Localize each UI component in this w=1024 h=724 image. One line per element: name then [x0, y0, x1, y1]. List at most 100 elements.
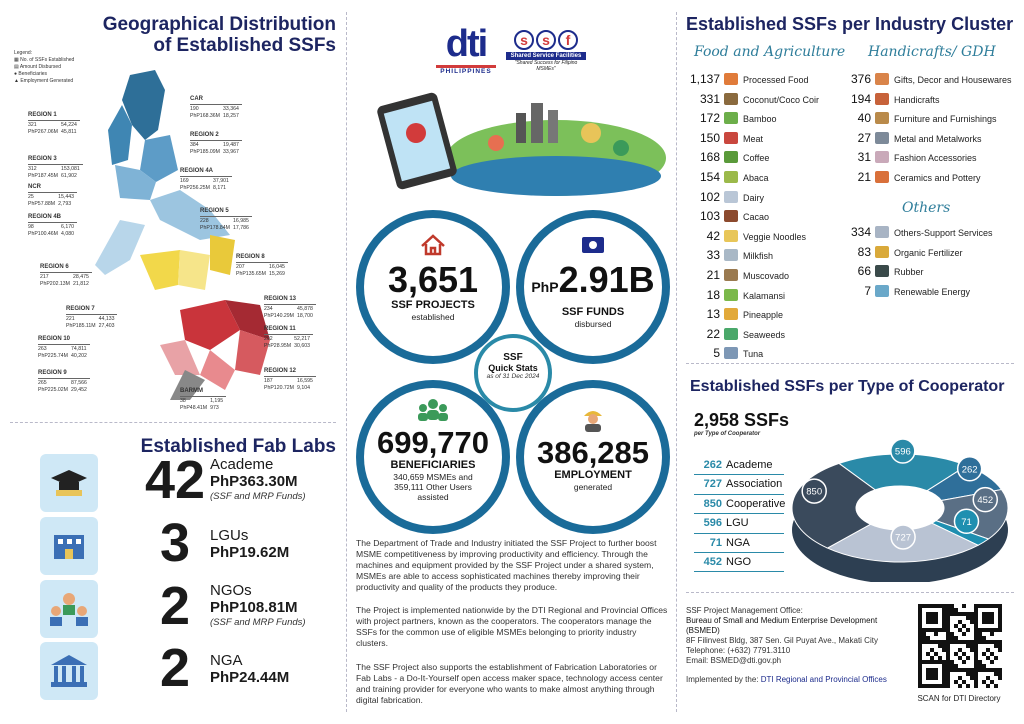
industry-row: 21 Muscovado — [686, 268, 789, 286]
region-emp: 29,452 — [71, 387, 87, 393]
fab-name: Academe — [210, 456, 274, 473]
map-region-4a — [150, 190, 230, 240]
donut-pin-association: 727 — [890, 524, 916, 550]
region-name: REGION 6 — [40, 264, 92, 273]
map-region-13 — [225, 300, 270, 340]
industry-icon — [724, 347, 738, 360]
industry-count: 66 — [857, 264, 871, 279]
industry-row: 83 Organic Fertilizer — [845, 245, 963, 263]
region-ben: 44,133 — [98, 316, 115, 322]
coop-count: 262 — [703, 459, 722, 471]
region-name: BARMM — [180, 388, 227, 397]
fab-amount: PhP24.44M — [210, 669, 290, 686]
stat-beneficiaries-sub3: assisted — [417, 492, 449, 502]
qr-code[interactable] — [918, 604, 1002, 688]
stat-projects: 3,651 SSF PROJECTS established — [356, 210, 510, 364]
coop-row: 262 Academe — [694, 456, 784, 476]
region-name: REGION 7 — [66, 306, 118, 315]
fab-academe: 42 Academe PhP363.30M (SSF and MRP Funds… — [40, 450, 340, 514]
region-ben: 16,985 — [233, 218, 249, 224]
section-divider-right-1 — [686, 363, 1014, 364]
region-emp: 40,202 — [71, 353, 87, 359]
fab-title: Established Fab Labs — [140, 436, 336, 457]
industry-icon — [724, 92, 738, 105]
coop-total-sub: per Type of Cooperator — [694, 431, 761, 437]
industry-row: 154 Abaca — [686, 170, 769, 188]
region-emp: 4,080 — [61, 231, 74, 237]
industry-icon — [724, 171, 738, 183]
industry-row: 33 Milkfish — [686, 248, 773, 266]
region-emp: 33,967 — [223, 149, 239, 155]
about-paragraph-3: The SSF Project also supports the establ… — [356, 662, 663, 705]
map-region-1 — [108, 105, 132, 165]
column-divider-2 — [676, 12, 677, 712]
region-ben: 6,170 — [61, 224, 74, 230]
stat-employment-sub: generated — [573, 482, 613, 492]
coop-label: NGA — [726, 536, 750, 549]
region-label: BARMM 38 1,195 PhP48.41M 973 — [180, 388, 227, 412]
region-name: REGION 10 — [38, 336, 90, 345]
region-amt: PhP256.25M — [180, 185, 210, 191]
fab-name: LGUs — [210, 527, 249, 544]
industry-count: 102 — [699, 189, 720, 204]
map-region-10 — [180, 300, 240, 350]
legend-label: No. of SSFs Established — [20, 57, 75, 63]
region-label: REGION 5 228 16,985 PhP178.84M 17,786 — [200, 208, 252, 232]
fab-note: (SSF and MRP Funds) — [210, 617, 306, 628]
industry-row: 7 Renewable Energy — [845, 284, 970, 302]
industry-count: 83 — [857, 244, 871, 259]
fab-note: (SSF and MRP Funds) — [210, 491, 306, 502]
fab-count: 3 — [159, 513, 191, 573]
donut-pin-academe: 262 — [956, 456, 983, 482]
coop-label: NGO — [726, 555, 752, 568]
fab-ngos: 2 NGOs PhP108.81M (SSF and MRP Funds) — [40, 576, 340, 640]
contact-bureau: Bureau of Small and Medium Enterprise De… — [686, 616, 878, 635]
industry-icon — [724, 190, 738, 203]
region-label: REGION 4A 169 37,901 PhP256.25M 8,171 — [180, 168, 232, 192]
implemented-label: Implemented by the: — [686, 675, 759, 684]
region-ssf: 263 — [38, 346, 47, 352]
region-label: CAR 190 33,364 PhP168.36M 18,257 — [190, 96, 242, 120]
stat-beneficiaries: 699,770 BENEFICIARIES 340,659 MSMEs and … — [356, 380, 510, 534]
quick-stats-badge: SSF Quick Stats as of 31 Dec 2024 — [474, 334, 552, 412]
money-icon — [582, 237, 604, 253]
contact-email: Email: BSMED@dti.gov.ph — [686, 656, 782, 665]
ssf-logo-f: f — [558, 30, 578, 50]
fab-amount: PhP19.62M — [210, 544, 290, 561]
industry-icon — [724, 131, 738, 144]
industry-row: 1,137 Processed Food — [686, 72, 809, 90]
legend-item: ▤ Amount Disbursed — [14, 64, 61, 70]
people-group-icon — [418, 399, 448, 421]
fab-amount: PhP363.30M — [210, 473, 298, 490]
fab-count: 2 — [159, 576, 191, 636]
geo-title-line2: of Established SSFs — [153, 35, 336, 56]
contact-telephone: Telephone: (+632) 7791.3110 — [686, 646, 791, 655]
industry-row: 334 Others-Support Services — [845, 225, 993, 243]
fab-count: 42 — [144, 450, 206, 510]
coop-label: Academe — [726, 459, 773, 471]
region-label: NCR 25 15,443 PhP57.88M 2,793 — [28, 184, 77, 208]
industry-label: Meat — [743, 133, 764, 144]
industry-count: 1,137 — [689, 72, 720, 86]
industry-row: 103 Cacao — [686, 209, 769, 227]
map-region-11 — [235, 330, 270, 375]
industry-label: Veggie Noodles — [743, 231, 807, 242]
region-amt: PhP28.95M — [264, 343, 292, 349]
region-ssf: 217 — [40, 274, 49, 280]
industry-icon — [724, 229, 738, 242]
ssf-logo: s s f Shared Service Facilities "Shared … — [506, 30, 586, 72]
industry-label: Ceramics and Pottery — [894, 173, 981, 183]
map-region-north — [122, 70, 165, 140]
industry-icon — [724, 112, 738, 125]
geo-title: Geographical Distribution of Established… — [103, 14, 336, 56]
stat-employment-value: 386,285 — [536, 435, 650, 470]
coop-count: 452 — [703, 555, 722, 568]
region-amt: PhP100.46M — [28, 231, 58, 237]
industry-row: 168 Coffee — [686, 150, 769, 168]
region-emp: 9,104 — [297, 385, 310, 391]
coop-label: Association — [726, 478, 783, 491]
coop-row: 596 LGU — [694, 514, 784, 534]
industry-label: Bamboo — [743, 114, 777, 125]
coop-row: 71 NGA — [694, 534, 784, 553]
industry-icon — [724, 249, 738, 262]
